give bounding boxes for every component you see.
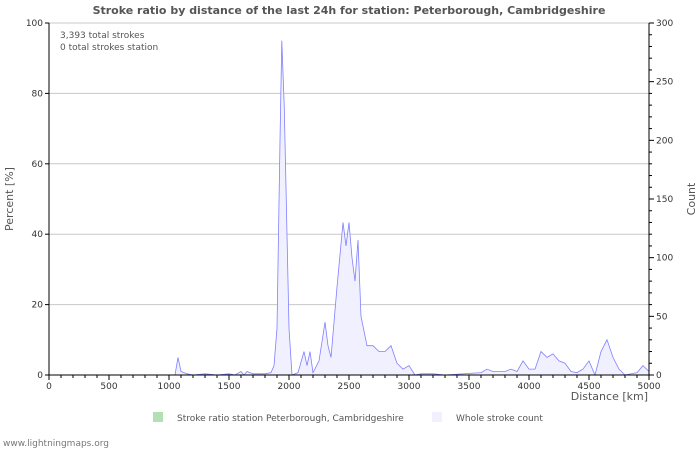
y-tick-label: 20 <box>32 301 44 311</box>
legend-label-count: Whole stroke count <box>456 414 543 424</box>
y2-tick-label: 300 <box>656 19 673 29</box>
series-area-whole-stroke-count <box>49 40 649 375</box>
y-tick-label: 100 <box>26 19 43 29</box>
x-axis-label: Distance [km] <box>571 390 648 403</box>
annotation-total-strokes: 3,393 total strokes <box>60 31 145 41</box>
y-tick-label: 0 <box>37 371 43 381</box>
x-tick-label: 2500 <box>338 382 361 392</box>
x-tick-label: 1500 <box>218 382 241 392</box>
legend: Stroke ratio station Peterborough, Cambr… <box>153 412 543 424</box>
y2-tick-label: 0 <box>656 371 662 381</box>
y2-axis-label: Count <box>685 182 698 215</box>
watermark: www.lightningmaps.org <box>3 439 109 449</box>
x-tick-label: 3500 <box>458 382 481 392</box>
y2-tick-label: 150 <box>656 195 673 205</box>
x-tick-label: 1000 <box>158 382 181 392</box>
x-tick-label: 0 <box>46 382 52 392</box>
y2-tick-label: 200 <box>656 136 673 146</box>
y-tick-label: 80 <box>32 89 44 99</box>
grid <box>49 22 649 306</box>
y-axis-label: Percent [%] <box>3 167 16 231</box>
y-tick-label: 60 <box>32 160 44 170</box>
y2-tick-label: 100 <box>656 254 673 264</box>
plot-area <box>48 40 650 377</box>
legend-label-ratio: Stroke ratio station Peterborough, Cambr… <box>177 414 404 424</box>
legend-swatch-count <box>432 412 442 422</box>
annotation-station-strokes: 0 total strokes station <box>60 43 158 53</box>
x-tick-label: 5000 <box>638 382 661 392</box>
y2-tick-label: 250 <box>656 78 673 88</box>
x-tick-label: 4500 <box>578 382 601 392</box>
x-tick-label: 2000 <box>278 382 301 392</box>
chart-title: Stroke ratio by distance of the last 24h… <box>93 4 606 17</box>
y2-tick-label: 50 <box>656 312 668 322</box>
series-line-whole-stroke-count <box>49 40 650 377</box>
x-tick-label: 500 <box>100 382 117 392</box>
x-tick-label: 4000 <box>518 382 541 392</box>
y-tick-label: 40 <box>32 230 44 240</box>
legend-swatch-ratio <box>153 412 163 422</box>
x-tick-label: 3000 <box>398 382 421 392</box>
